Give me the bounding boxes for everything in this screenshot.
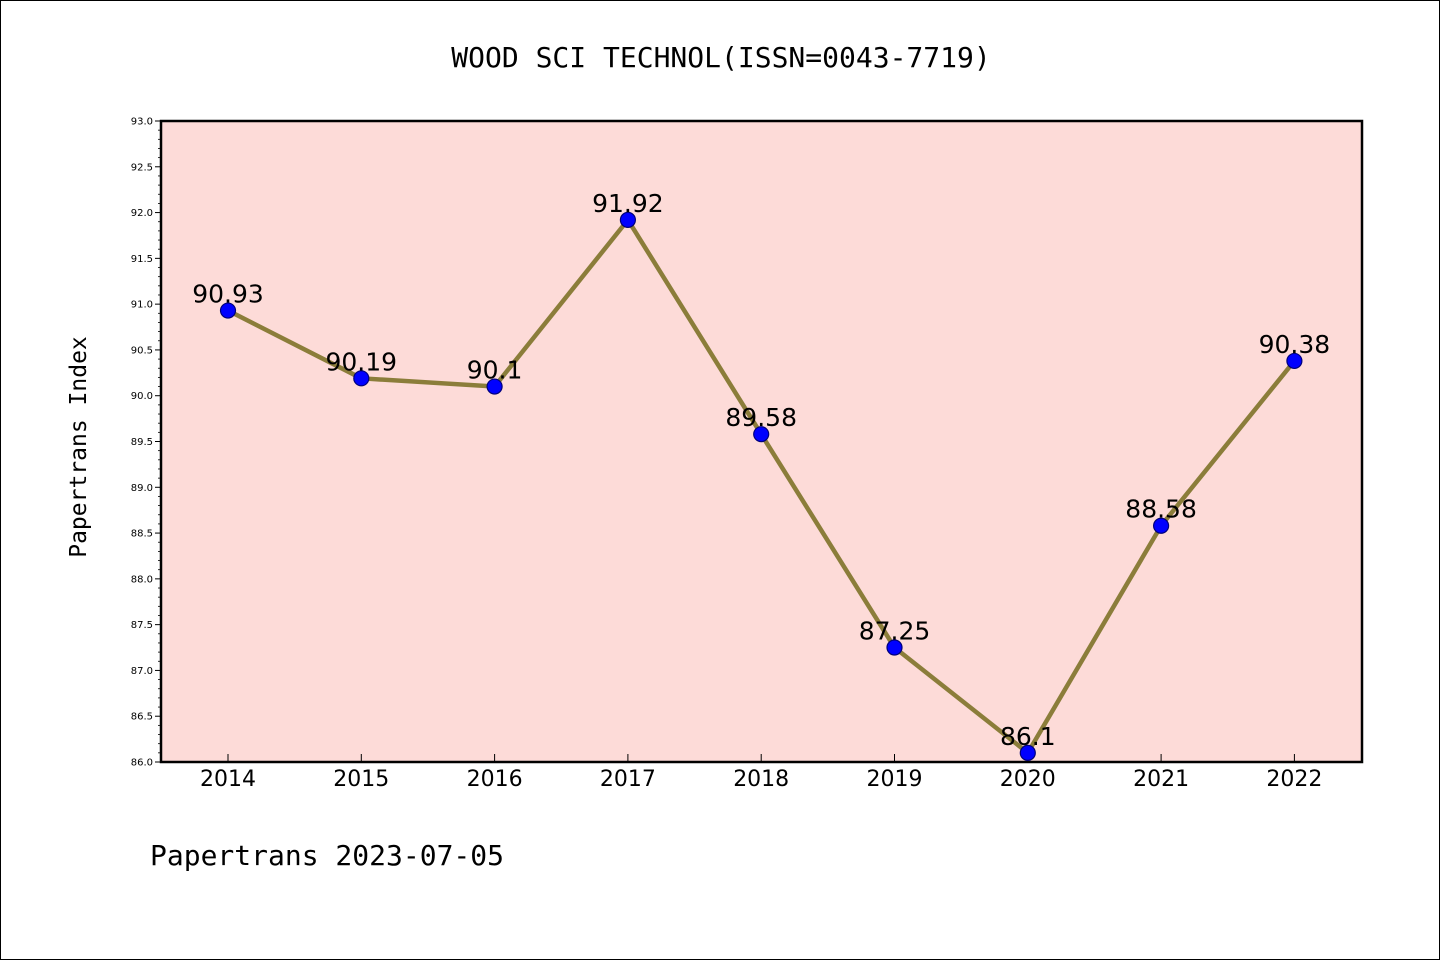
y-tick-label: 88.0 bbox=[131, 574, 153, 585]
y-tick-label: 91.0 bbox=[131, 300, 153, 311]
data-label: 90.1 bbox=[467, 356, 523, 385]
y-tick-label: 91.5 bbox=[131, 254, 153, 265]
x-tick-label: 2015 bbox=[333, 767, 389, 792]
y-tick-label: 89.5 bbox=[131, 437, 153, 448]
y-axis: 86.0 86.5 87.0 87.5 88.0 88.5 89.0 89.5 90.0 90.5… bbox=[131, 117, 161, 769]
y-tick-label: 92.0 bbox=[131, 208, 153, 219]
data-point bbox=[353, 370, 370, 387]
data-labels: 90.93 90.19 90.1 91.92 89.58 87.25 86.1 88.58 90… bbox=[192, 189, 1330, 751]
x-tick-label: 2016 bbox=[467, 767, 523, 792]
data-label: 86.1 bbox=[1000, 722, 1056, 751]
x-tick-label: 2022 bbox=[1266, 767, 1322, 792]
data-label: 90.93 bbox=[192, 280, 264, 309]
data-point bbox=[1019, 744, 1036, 761]
data-point bbox=[486, 378, 503, 395]
y-tick-label: 88.5 bbox=[131, 529, 153, 540]
x-tick-label: 2014 bbox=[200, 767, 256, 792]
y-tick-label: 90.0 bbox=[131, 391, 153, 402]
y-axis-label: Papertrans Index bbox=[66, 336, 92, 558]
data-point bbox=[219, 302, 237, 319]
x-axis: 2014 2015 2016 2017 2018 2019 2020 2021 2022 bbox=[200, 754, 1322, 792]
data-label: 88.58 bbox=[1125, 495, 1197, 524]
y-tick-label: 90.5 bbox=[131, 345, 153, 356]
chart-title: WOOD SCI TECHNOL(ISSN=0043-7719) bbox=[451, 41, 990, 74]
footer-text: Papertrans 2023-07-05 bbox=[150, 839, 504, 872]
x-tick-label: 2019 bbox=[867, 767, 923, 792]
series-layer bbox=[219, 211, 1303, 761]
data-label: 89.58 bbox=[725, 403, 797, 432]
data-label: 87.25 bbox=[859, 617, 931, 646]
x-tick-label: 2018 bbox=[733, 767, 789, 792]
y-tick-label: 86.5 bbox=[131, 712, 153, 723]
data-point bbox=[1286, 352, 1303, 370]
data-point bbox=[1152, 517, 1170, 534]
data-point bbox=[886, 639, 903, 656]
x-tick-label: 2020 bbox=[1000, 767, 1056, 792]
y-tick-label: 89.0 bbox=[131, 483, 153, 494]
y-tick-label: 86.0 bbox=[131, 758, 153, 769]
data-label: 90.38 bbox=[1259, 330, 1331, 359]
data-point bbox=[619, 211, 637, 228]
data-label: 91.92 bbox=[592, 189, 664, 218]
data-point bbox=[753, 426, 770, 443]
y-tick-label: 92.5 bbox=[131, 162, 153, 173]
x-tick-label: 2021 bbox=[1133, 767, 1189, 792]
y-tick-label: 93.0 bbox=[131, 117, 153, 128]
y-tick-label: 87.0 bbox=[131, 666, 153, 677]
x-tick-label: 2017 bbox=[600, 767, 656, 792]
data-label: 90.19 bbox=[326, 347, 398, 376]
y-tick-label: 87.5 bbox=[131, 620, 153, 631]
